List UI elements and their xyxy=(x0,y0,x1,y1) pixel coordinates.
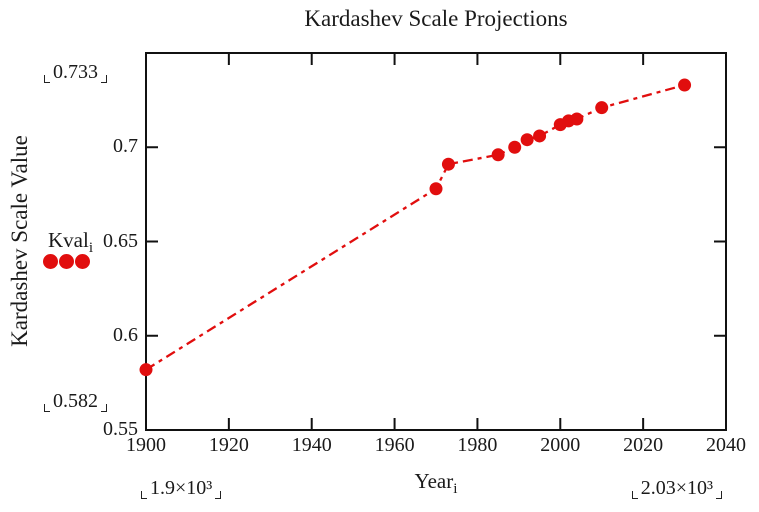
data-point xyxy=(533,129,547,143)
x-axis-title-text: Year xyxy=(414,469,454,493)
data-point xyxy=(520,133,534,147)
legend-series-name: Kval xyxy=(48,228,89,252)
x-tick-label: 2000 xyxy=(540,434,581,456)
x-tick-label: 2020 xyxy=(623,434,664,456)
y-tick-label: 0.65 xyxy=(103,229,138,252)
data-point xyxy=(570,112,584,126)
x-tick-label: 2040 xyxy=(706,434,746,456)
data-line xyxy=(145,83,685,371)
data-point xyxy=(491,148,505,162)
legend-series-subscript: i xyxy=(88,240,94,257)
data-point xyxy=(139,363,153,377)
plot-title: Kardashev Scale Projections xyxy=(304,6,568,31)
x-tick-label: 1960 xyxy=(374,434,415,456)
y-tick-label: 0.7 xyxy=(113,135,138,158)
x-min-limit-field[interactable]: 1.9×10³ xyxy=(141,477,221,500)
x-axis-title: Yeari xyxy=(146,469,726,498)
data-point xyxy=(678,78,692,92)
data-point xyxy=(441,157,455,171)
y-tick-label: 0.55 xyxy=(103,418,138,440)
x-axis-title-subscript: i xyxy=(453,481,458,498)
x-tick-label: 1900 xyxy=(126,434,166,456)
legend-dot-icon xyxy=(59,254,74,269)
y-max-limit-field[interactable]: 0.733 xyxy=(44,61,107,84)
legend-dot-icon xyxy=(75,254,90,269)
plot-frame xyxy=(145,52,727,431)
data-point xyxy=(595,101,609,115)
y-min-limit-field[interactable]: 0.582 xyxy=(44,390,107,413)
legend-dot-icon xyxy=(43,254,58,269)
data-point xyxy=(508,140,522,154)
data-point xyxy=(429,182,443,196)
x-max-limit-field[interactable]: 2.03×10³ xyxy=(632,477,722,500)
y-tick-label: 0.6 xyxy=(113,323,138,346)
legend-marker xyxy=(43,254,90,269)
x-tick-label: 1980 xyxy=(457,434,498,456)
x-tick-label: 1920 xyxy=(208,434,249,456)
legend-label: Kvali xyxy=(48,228,93,257)
x-tick-label: 1940 xyxy=(291,434,332,456)
